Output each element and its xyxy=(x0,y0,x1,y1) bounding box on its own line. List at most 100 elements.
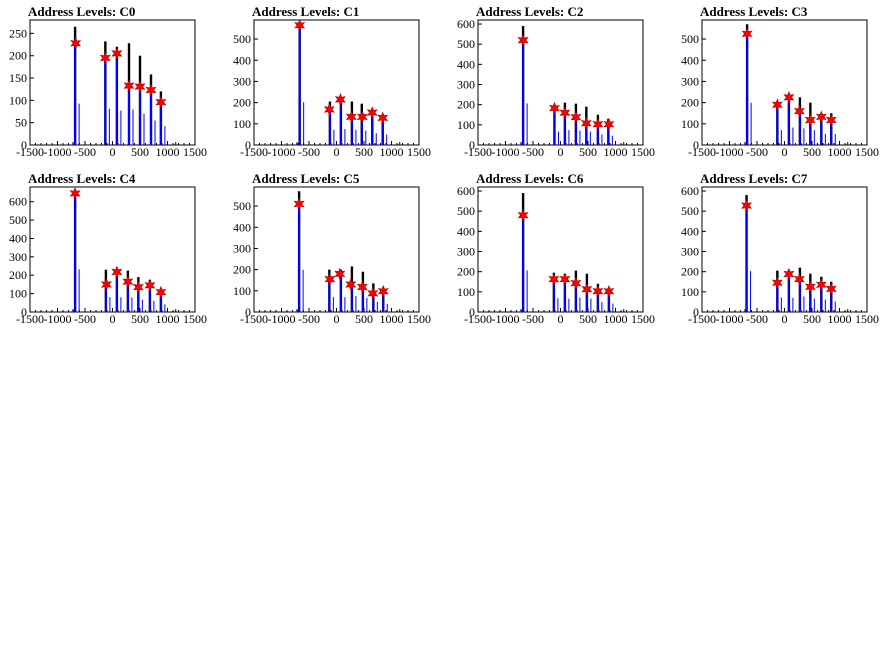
x-tick-label: 500 xyxy=(579,145,597,159)
peak-marker xyxy=(548,101,560,115)
histogram-bar xyxy=(148,285,151,312)
histogram-bar xyxy=(328,109,331,145)
y-tick-label: 500 xyxy=(681,32,699,46)
peak-marker xyxy=(603,117,615,131)
y-tick-label: 200 xyxy=(233,263,251,277)
histogram-bar xyxy=(115,271,118,312)
peak-marker xyxy=(334,93,346,106)
x-tick-label: 1500 xyxy=(855,312,879,326)
peak-marker xyxy=(603,284,615,298)
histogram-bar xyxy=(298,25,301,146)
histogram-bar xyxy=(382,291,385,312)
y-tick-label: 250 xyxy=(9,26,27,40)
x-tick-label: 1000 xyxy=(604,312,628,326)
y-tick-label: 500 xyxy=(233,199,251,213)
y-tick-label: 200 xyxy=(681,265,699,279)
histogram-bar xyxy=(115,53,118,145)
y-tick-label: 100 xyxy=(233,117,251,131)
peak-marker xyxy=(367,287,379,300)
y-tick-label: 300 xyxy=(9,250,27,264)
x-tick-label: -1500 xyxy=(240,145,268,159)
plot-frame xyxy=(477,186,644,313)
peak-marker xyxy=(783,90,795,104)
histogram-bar xyxy=(74,43,77,145)
y-tick-label: 100 xyxy=(681,285,699,299)
histogram-bar xyxy=(798,279,801,312)
peak-marker xyxy=(99,51,111,65)
histogram-bar xyxy=(139,86,141,145)
y-tick-label: 600 xyxy=(457,184,475,198)
peak-marker xyxy=(144,278,156,292)
y-tick-label: 400 xyxy=(233,53,251,67)
peak-marker xyxy=(155,95,167,109)
x-tick-label: -500 xyxy=(746,312,768,326)
y-tick-label: 150 xyxy=(9,71,27,85)
y-tick-label: 300 xyxy=(233,74,251,88)
y-tick-label: 100 xyxy=(9,287,27,301)
histogram-bar xyxy=(787,274,790,312)
y-tick-label: 500 xyxy=(9,213,27,227)
peak-marker xyxy=(155,285,167,299)
x-tick-label: -1000 xyxy=(492,312,520,326)
x-tick-label: 0 xyxy=(110,312,116,326)
histogram-bar xyxy=(574,117,577,145)
peak-marker xyxy=(356,280,368,294)
plot-frame xyxy=(701,19,868,146)
histogram-bar xyxy=(607,291,610,312)
peak-marker xyxy=(793,272,805,286)
y-tick-label: 500 xyxy=(233,32,251,46)
y-tick-label: 600 xyxy=(681,184,699,198)
y-tick-label: 0 xyxy=(245,305,251,319)
histogram-bar xyxy=(150,90,152,145)
peak-marker xyxy=(783,267,795,281)
histogram-bar xyxy=(563,279,566,312)
chart-title: Address Levels: C0 xyxy=(28,4,135,19)
y-tick-label: 0 xyxy=(469,138,475,152)
peak-marker xyxy=(570,276,582,290)
x-tick-label: 1000 xyxy=(604,145,628,159)
chart-title: Address Levels: C7 xyxy=(700,171,808,186)
peak-marker xyxy=(815,110,827,124)
y-tick-label: 100 xyxy=(457,118,475,132)
histogram-bar xyxy=(830,288,833,312)
peak-marker xyxy=(581,282,593,296)
peak-marker xyxy=(366,106,378,119)
histogram-bar xyxy=(104,284,107,312)
histogram-bar xyxy=(585,123,588,145)
histogram-bar xyxy=(104,57,107,146)
x-tick-label: -1500 xyxy=(464,145,492,159)
y-tick-label: 100 xyxy=(681,117,699,131)
y-tick-label: 100 xyxy=(457,285,475,299)
histogram-bar xyxy=(776,282,779,312)
peak-marker xyxy=(356,110,368,124)
chart-panel: Address Levels: C2-1500 -1000 -500 0 500 1000… xyxy=(457,4,655,159)
y-tick-label: 0 xyxy=(469,305,475,319)
y-tick-label: 0 xyxy=(245,138,251,152)
histogram-bar xyxy=(553,108,556,145)
peak-marker xyxy=(334,267,346,281)
plot-frame xyxy=(701,186,868,313)
histogram-bar xyxy=(159,102,162,145)
histogram-bar xyxy=(787,97,790,145)
histogram-bar xyxy=(607,124,610,145)
histogram-bar xyxy=(820,116,823,145)
x-tick-label: -1000 xyxy=(44,145,72,159)
y-tick-label: 300 xyxy=(681,74,699,88)
x-tick-label: -500 xyxy=(74,145,96,159)
histogram-bar xyxy=(776,104,779,145)
x-tick-label: -1000 xyxy=(716,145,744,159)
chart-title: Address Levels: C1 xyxy=(252,4,359,19)
x-tick-label: 1000 xyxy=(828,312,852,326)
peak-marker xyxy=(570,110,582,124)
plot-frame xyxy=(253,186,420,313)
y-tick-label: 400 xyxy=(681,53,699,67)
histogram-bar xyxy=(596,291,599,312)
peak-marker xyxy=(345,110,357,124)
y-tick-label: 0 xyxy=(693,305,699,319)
histogram-bar xyxy=(820,284,823,312)
peak-marker xyxy=(771,98,783,112)
y-tick-label: 300 xyxy=(681,245,699,259)
chart-panel: Address Levels: C0-1500 -1000 -500 0 500 1000… xyxy=(9,4,207,159)
x-tick-label: 500 xyxy=(579,312,597,326)
plot-frame xyxy=(477,19,644,146)
